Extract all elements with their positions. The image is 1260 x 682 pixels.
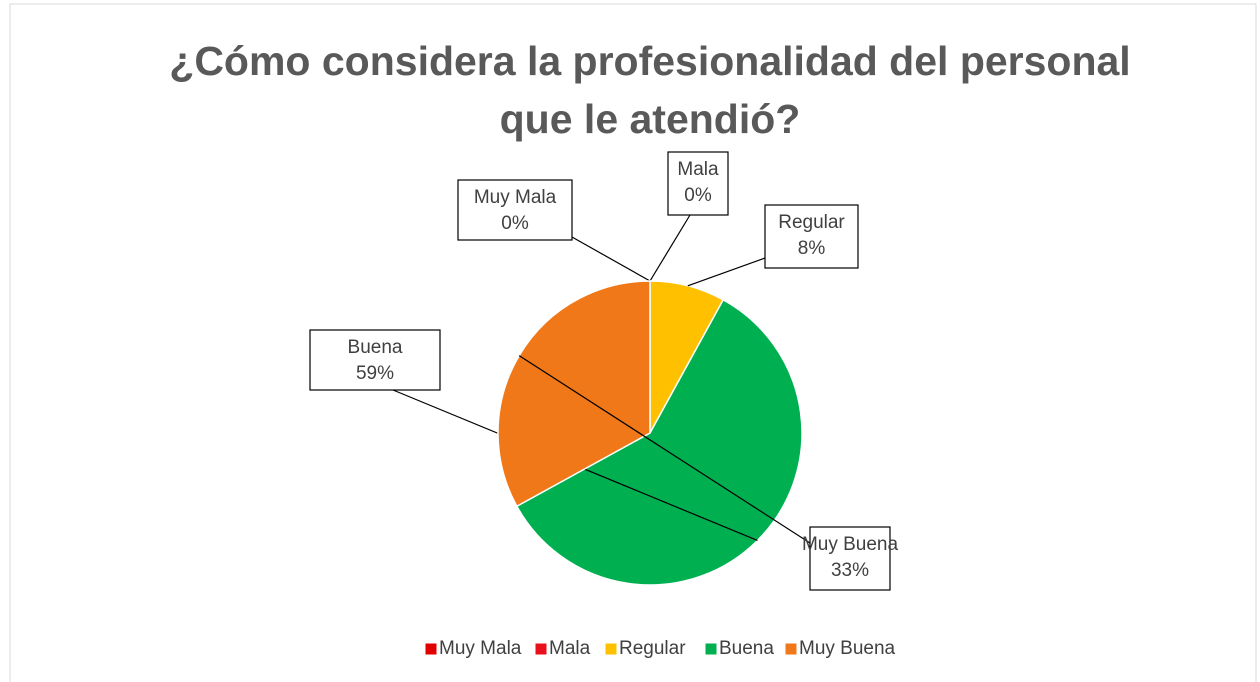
legend-label: Mala xyxy=(549,638,591,659)
legend-swatch xyxy=(704,642,718,656)
data-label-value: 33% xyxy=(831,560,869,581)
leader-line xyxy=(518,355,811,544)
data-label-box xyxy=(764,204,859,269)
legend-label: Buena xyxy=(719,638,774,659)
data-label-name: Muy Mala xyxy=(474,187,557,208)
data-label-name: Muy Buena xyxy=(802,534,899,555)
data-label-box xyxy=(457,179,573,241)
data-label-name: Regular xyxy=(778,212,845,233)
data-label-name: Mala xyxy=(677,159,719,180)
data-label-value: 0% xyxy=(501,213,529,234)
legend-label: Muy Buena xyxy=(799,638,896,659)
leader-line xyxy=(649,214,691,282)
legend-swatch xyxy=(424,642,438,656)
data-label-name: Buena xyxy=(348,337,403,358)
data-label-box xyxy=(809,526,891,591)
legend-swatch xyxy=(784,642,798,656)
leader-line xyxy=(687,257,766,287)
chart-title: ¿Cómo considera la profesionalidad del p… xyxy=(169,38,1131,142)
data-label-value: 59% xyxy=(356,363,394,384)
data-label-box xyxy=(667,151,729,216)
leader-line xyxy=(571,236,651,282)
data-label-box xyxy=(309,329,441,391)
legend-label: Regular xyxy=(619,638,686,659)
data-label-value: 0% xyxy=(684,185,712,206)
legend-swatch xyxy=(604,642,618,656)
data-label-value: 8% xyxy=(798,238,826,259)
legend-label: Muy Mala xyxy=(439,638,522,659)
legend-swatch xyxy=(534,642,548,656)
